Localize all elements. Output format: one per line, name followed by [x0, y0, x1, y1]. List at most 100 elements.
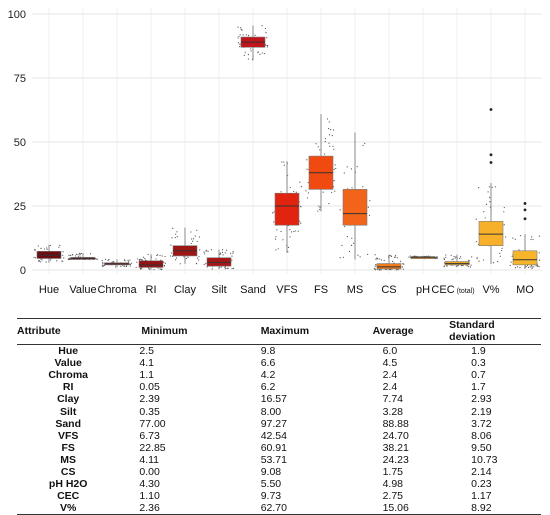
data-point — [63, 257, 65, 259]
data-point — [492, 262, 495, 264]
data-point — [343, 172, 345, 174]
data-point — [192, 238, 195, 240]
cell-average: 24.23 — [382, 453, 409, 466]
data-point — [199, 249, 201, 251]
data-point — [503, 206, 505, 209]
data-point — [375, 264, 377, 266]
data-point — [339, 209, 341, 211]
data-point — [362, 144, 364, 147]
data-point — [538, 259, 541, 261]
y-tick-label: 50 — [14, 137, 26, 149]
cell-maximum: 97.27 — [260, 417, 287, 430]
cell-std: 1.17 — [471, 490, 492, 503]
data-point — [519, 235, 522, 237]
data-point — [123, 265, 125, 267]
data-point — [196, 240, 198, 243]
x-tick-label-text: VFS — [276, 284, 297, 296]
header-standard-deviation: Standard deviation — [449, 318, 541, 345]
data-point — [324, 138, 327, 140]
data-point — [446, 265, 448, 267]
data-point — [46, 247, 48, 249]
data-point — [300, 206, 302, 208]
data-point — [34, 249, 36, 251]
data-point — [328, 202, 330, 205]
data-point — [533, 266, 535, 268]
x-tick-label: RI — [146, 284, 157, 296]
data-point — [305, 190, 307, 192]
data-point — [319, 208, 321, 211]
data-point — [198, 259, 200, 261]
table-row: Clay 2.39 16.57 7.74 2.93 — [17, 393, 541, 405]
data-point — [383, 259, 385, 262]
data-point — [102, 262, 104, 264]
data-point — [56, 260, 58, 262]
data-point — [527, 266, 530, 269]
cell-minimum: 4.30 — [139, 478, 160, 491]
cell-maximum: 5.50 — [260, 478, 282, 491]
cell-attribute: pH H2O — [48, 478, 88, 491]
data-point — [344, 226, 346, 228]
data-point — [331, 134, 333, 137]
data-point — [172, 227, 174, 229]
cell-minimum: 22.85 — [139, 441, 166, 454]
data-point — [183, 256, 185, 258]
y-tick-label: 0 — [20, 265, 26, 277]
data-point — [373, 268, 376, 270]
data-point — [101, 259, 103, 262]
data-point — [274, 238, 277, 240]
data-point — [435, 257, 437, 259]
table-row: V% 2.36 62.70 15.06 8.92 — [17, 502, 541, 515]
data-point — [319, 206, 321, 208]
cell-average: 88.88 — [382, 417, 409, 430]
data-point — [205, 250, 207, 252]
data-point — [46, 248, 48, 250]
data-point — [239, 34, 241, 36]
x-tick-label-text: Hue — [39, 284, 59, 296]
data-point — [250, 48, 252, 50]
cell-minimum: 1.1 — [139, 369, 154, 382]
data-point — [267, 45, 269, 47]
data-point — [265, 44, 267, 46]
cell-std: 0.23 — [471, 478, 492, 491]
cell-minimum: 0.35 — [139, 405, 160, 418]
table-row: Hue 2.5 9.8 6.0 1.9 — [17, 345, 541, 358]
x-tick-label: MO — [516, 284, 534, 296]
data-point — [328, 121, 330, 123]
data-point — [394, 256, 397, 258]
data-point — [306, 168, 308, 170]
data-point — [538, 235, 541, 237]
cell-attribute: Value — [54, 357, 82, 370]
data-point — [265, 32, 267, 34]
data-point — [153, 269, 155, 271]
data-point — [326, 118, 329, 120]
data-point — [147, 253, 149, 256]
data-point — [346, 166, 348, 168]
cell-std: 0.3 — [471, 357, 486, 370]
data-point — [96, 258, 98, 260]
data-point — [351, 187, 353, 189]
table-row: RI 0.05 6.2 2.4 1.7 — [17, 381, 541, 393]
data-point — [192, 240, 194, 242]
data-point — [198, 236, 200, 238]
data-point — [220, 252, 222, 254]
data-point — [244, 51, 246, 53]
box — [274, 192, 300, 226]
box — [512, 250, 538, 266]
data-point — [494, 186, 497, 188]
data-point — [289, 228, 291, 231]
data-point — [380, 259, 382, 261]
data-point — [237, 37, 239, 39]
data-point — [332, 145, 334, 147]
data-point — [245, 34, 248, 36]
cell-maximum: 9.08 — [260, 465, 282, 478]
data-point — [294, 230, 296, 232]
x-tick-label: V% — [482, 284, 499, 296]
data-point — [139, 259, 141, 261]
data-point — [496, 261, 499, 263]
data-point — [125, 265, 127, 268]
data-point — [34, 257, 37, 259]
data-point — [239, 46, 241, 48]
data-point — [328, 134, 331, 136]
data-point — [512, 237, 514, 239]
data-point — [357, 254, 359, 256]
